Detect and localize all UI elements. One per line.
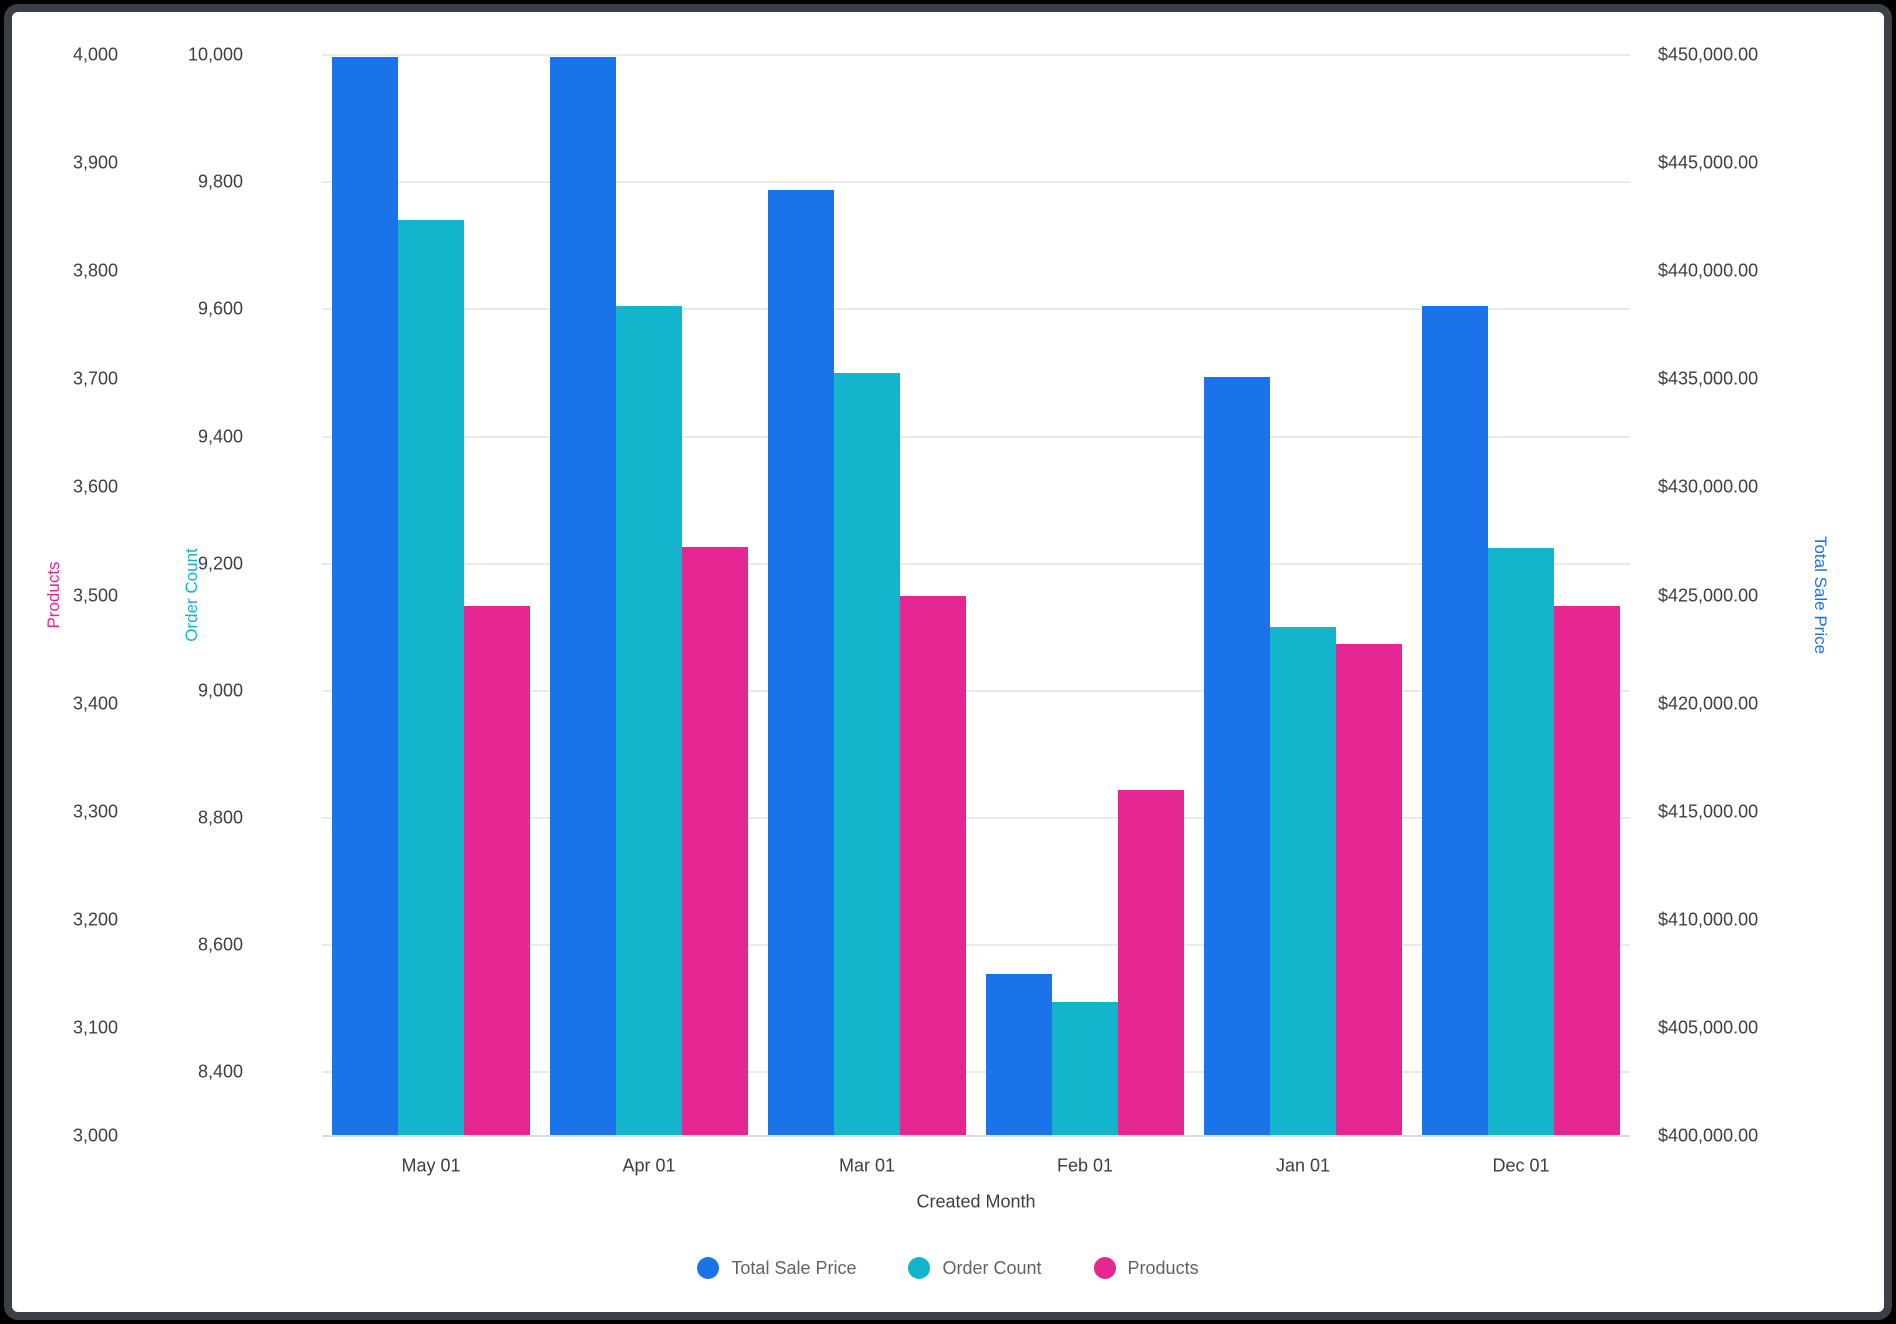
order-count-axis-tick: 9,400 — [197, 426, 243, 447]
bar-products-feb-01[interactable] — [1118, 790, 1184, 1136]
total-sale-price-axis-title: Total Sale Price — [1811, 535, 1830, 655]
bar-total-sale-price-dec-01[interactable] — [1422, 305, 1488, 1136]
order-count-axis-tick: 9,200 — [197, 553, 243, 574]
order-count-axis-tick: 9,000 — [197, 680, 243, 701]
bar-total-sale-price-feb-01[interactable] — [986, 973, 1052, 1136]
gridline — [322, 689, 1630, 692]
x-axis-label: May 01 — [401, 1155, 461, 1176]
order-count-axis-tick: 8,400 — [197, 1061, 243, 1082]
gridline — [322, 1071, 1630, 1074]
x-axis-label: Mar 01 — [838, 1155, 896, 1176]
order-count-axis-tick: 9,600 — [197, 298, 243, 319]
bar-products-dec-01[interactable] — [1554, 606, 1620, 1136]
bar-products-jan-01[interactable] — [1336, 644, 1402, 1136]
x-axis-label: Apr 01 — [622, 1155, 676, 1176]
total-sale-price-axis-tick: $405,000.00 — [1658, 1017, 1759, 1038]
bar-total-sale-price-may-01[interactable] — [332, 57, 398, 1136]
total-sale-price-axis-tick: $400,000.00 — [1658, 1125, 1759, 1146]
bar-products-mar-01[interactable] — [900, 595, 966, 1136]
x-axis-label: Jan 01 — [1275, 1155, 1331, 1176]
bar-order-count-may-01[interactable] — [398, 220, 464, 1136]
legend-label: Products — [1127, 1257, 1199, 1278]
order-count-axis-tick: 8,600 — [197, 934, 243, 955]
bar-products-apr-01[interactable] — [682, 546, 748, 1136]
bar-order-count-jan-01[interactable] — [1270, 627, 1336, 1136]
products-axis-tick: 3,700 — [72, 368, 118, 389]
order-count-axis-tick: 9,800 — [197, 171, 243, 192]
products-axis-tick: 3,300 — [72, 801, 118, 822]
gridline — [322, 181, 1630, 184]
total-sale-price-axis-tick: $440,000.00 — [1658, 260, 1759, 281]
products-axis-tick: 3,100 — [72, 1017, 118, 1038]
total-sale-price-axis-tick: $445,000.00 — [1658, 152, 1759, 173]
legend-label: Order Count — [942, 1257, 1042, 1278]
bar-total-sale-price-mar-01[interactable] — [768, 190, 834, 1136]
gridline — [322, 562, 1630, 565]
gridline — [322, 817, 1630, 820]
legend-item-total-sale-price[interactable]: Total Sale Price — [697, 1257, 856, 1279]
legend-label: Total Sale Price — [731, 1257, 857, 1278]
products-axis-tick: 3,900 — [72, 152, 118, 173]
products-axis-tick: 4,000 — [72, 44, 118, 65]
products-axis-title: Products — [44, 561, 63, 629]
total-sale-price-axis-tick: $430,000.00 — [1658, 476, 1759, 497]
legend-swatch-icon — [1093, 1257, 1116, 1279]
bar-order-count-mar-01[interactable] — [834, 372, 900, 1136]
x-axis-line — [322, 1135, 1630, 1137]
bar-total-sale-price-jan-01[interactable] — [1204, 377, 1270, 1136]
x-axis-title: Created Month — [916, 1191, 1036, 1212]
products-axis-tick: 3,800 — [72, 260, 118, 281]
products-axis-tick: 3,600 — [72, 476, 118, 497]
legend-item-products[interactable]: Products — [1093, 1257, 1199, 1279]
legend: Total Sale Price Order Count Products — [14, 1257, 1882, 1279]
bar-order-count-feb-01[interactable] — [1052, 1002, 1118, 1136]
gridline — [322, 435, 1630, 438]
bar-products-may-01[interactable] — [464, 606, 530, 1136]
order-count-axis-tick: 8,800 — [197, 807, 243, 828]
products-axis-tick: 3,200 — [72, 909, 118, 930]
gridline — [322, 944, 1630, 947]
legend-swatch-icon — [697, 1257, 720, 1279]
total-sale-price-axis-tick: $420,000.00 — [1658, 693, 1759, 714]
products-axis-tick: 3,400 — [72, 693, 118, 714]
gridline — [322, 54, 1630, 56]
bar-order-count-dec-01[interactable] — [1488, 547, 1554, 1136]
x-axis-label: Feb 01 — [1056, 1155, 1114, 1176]
order-count-axis-title: Order Count — [182, 548, 201, 642]
gridline — [322, 308, 1630, 311]
order-count-axis-tick: 10,000 — [187, 44, 243, 65]
products-axis-tick: 3,000 — [72, 1125, 118, 1146]
total-sale-price-axis-tick: $435,000.00 — [1658, 368, 1759, 389]
x-axis-label: Dec 01 — [1492, 1155, 1550, 1176]
legend-item-order-count[interactable]: Order Count — [908, 1257, 1042, 1279]
total-sale-price-axis-tick: $410,000.00 — [1658, 909, 1759, 930]
products-axis-tick: 3,500 — [72, 585, 118, 605]
total-sale-price-axis-tick: $425,000.00 — [1658, 585, 1759, 605]
bar-order-count-apr-01[interactable] — [616, 306, 682, 1136]
total-sale-price-axis-tick: $415,000.00 — [1658, 801, 1759, 822]
total-sale-price-axis-tick: $450,000.00 — [1658, 44, 1759, 65]
legend-swatch-icon — [908, 1257, 931, 1279]
bar-total-sale-price-apr-01[interactable] — [550, 57, 616, 1136]
